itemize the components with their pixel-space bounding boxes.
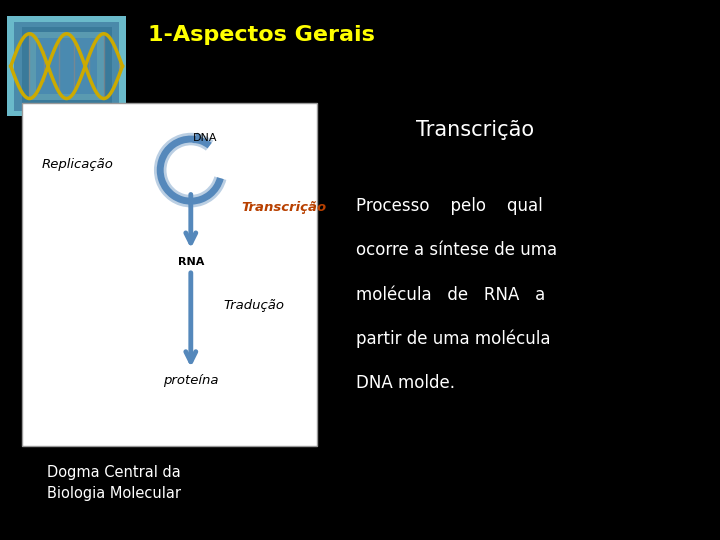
- FancyBboxPatch shape: [36, 38, 97, 94]
- Text: Tradução: Tradução: [223, 299, 284, 312]
- Text: partir de uma molécula: partir de uma molécula: [356, 330, 551, 348]
- Text: DNA molde.: DNA molde.: [356, 374, 455, 392]
- FancyBboxPatch shape: [22, 103, 317, 446]
- FancyBboxPatch shape: [14, 22, 119, 111]
- Text: Transcrição: Transcrição: [416, 119, 534, 140]
- Text: ocorre a síntese de uma: ocorre a síntese de uma: [356, 241, 557, 259]
- FancyBboxPatch shape: [7, 16, 126, 116]
- FancyBboxPatch shape: [29, 32, 104, 100]
- Text: Transcrição: Transcrição: [241, 201, 326, 214]
- Text: DNA: DNA: [193, 133, 217, 143]
- Text: Replicação: Replicação: [42, 158, 114, 171]
- Text: proteína: proteína: [163, 374, 219, 387]
- Text: RNA: RNA: [178, 257, 204, 267]
- Text: Dogma Central da
Biologia Molecular: Dogma Central da Biologia Molecular: [47, 465, 181, 501]
- Text: molécula   de   RNA   a: molécula de RNA a: [356, 286, 546, 303]
- FancyBboxPatch shape: [7, 16, 126, 116]
- FancyBboxPatch shape: [22, 27, 112, 105]
- Text: Processo    pelo    qual: Processo pelo qual: [356, 197, 543, 215]
- Text: 1-Aspectos Gerais: 1-Aspectos Gerais: [148, 25, 374, 45]
